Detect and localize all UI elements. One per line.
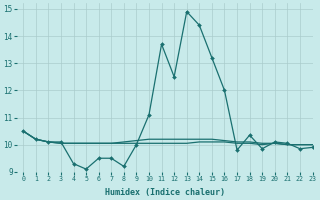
X-axis label: Humidex (Indice chaleur): Humidex (Indice chaleur) <box>105 188 225 197</box>
